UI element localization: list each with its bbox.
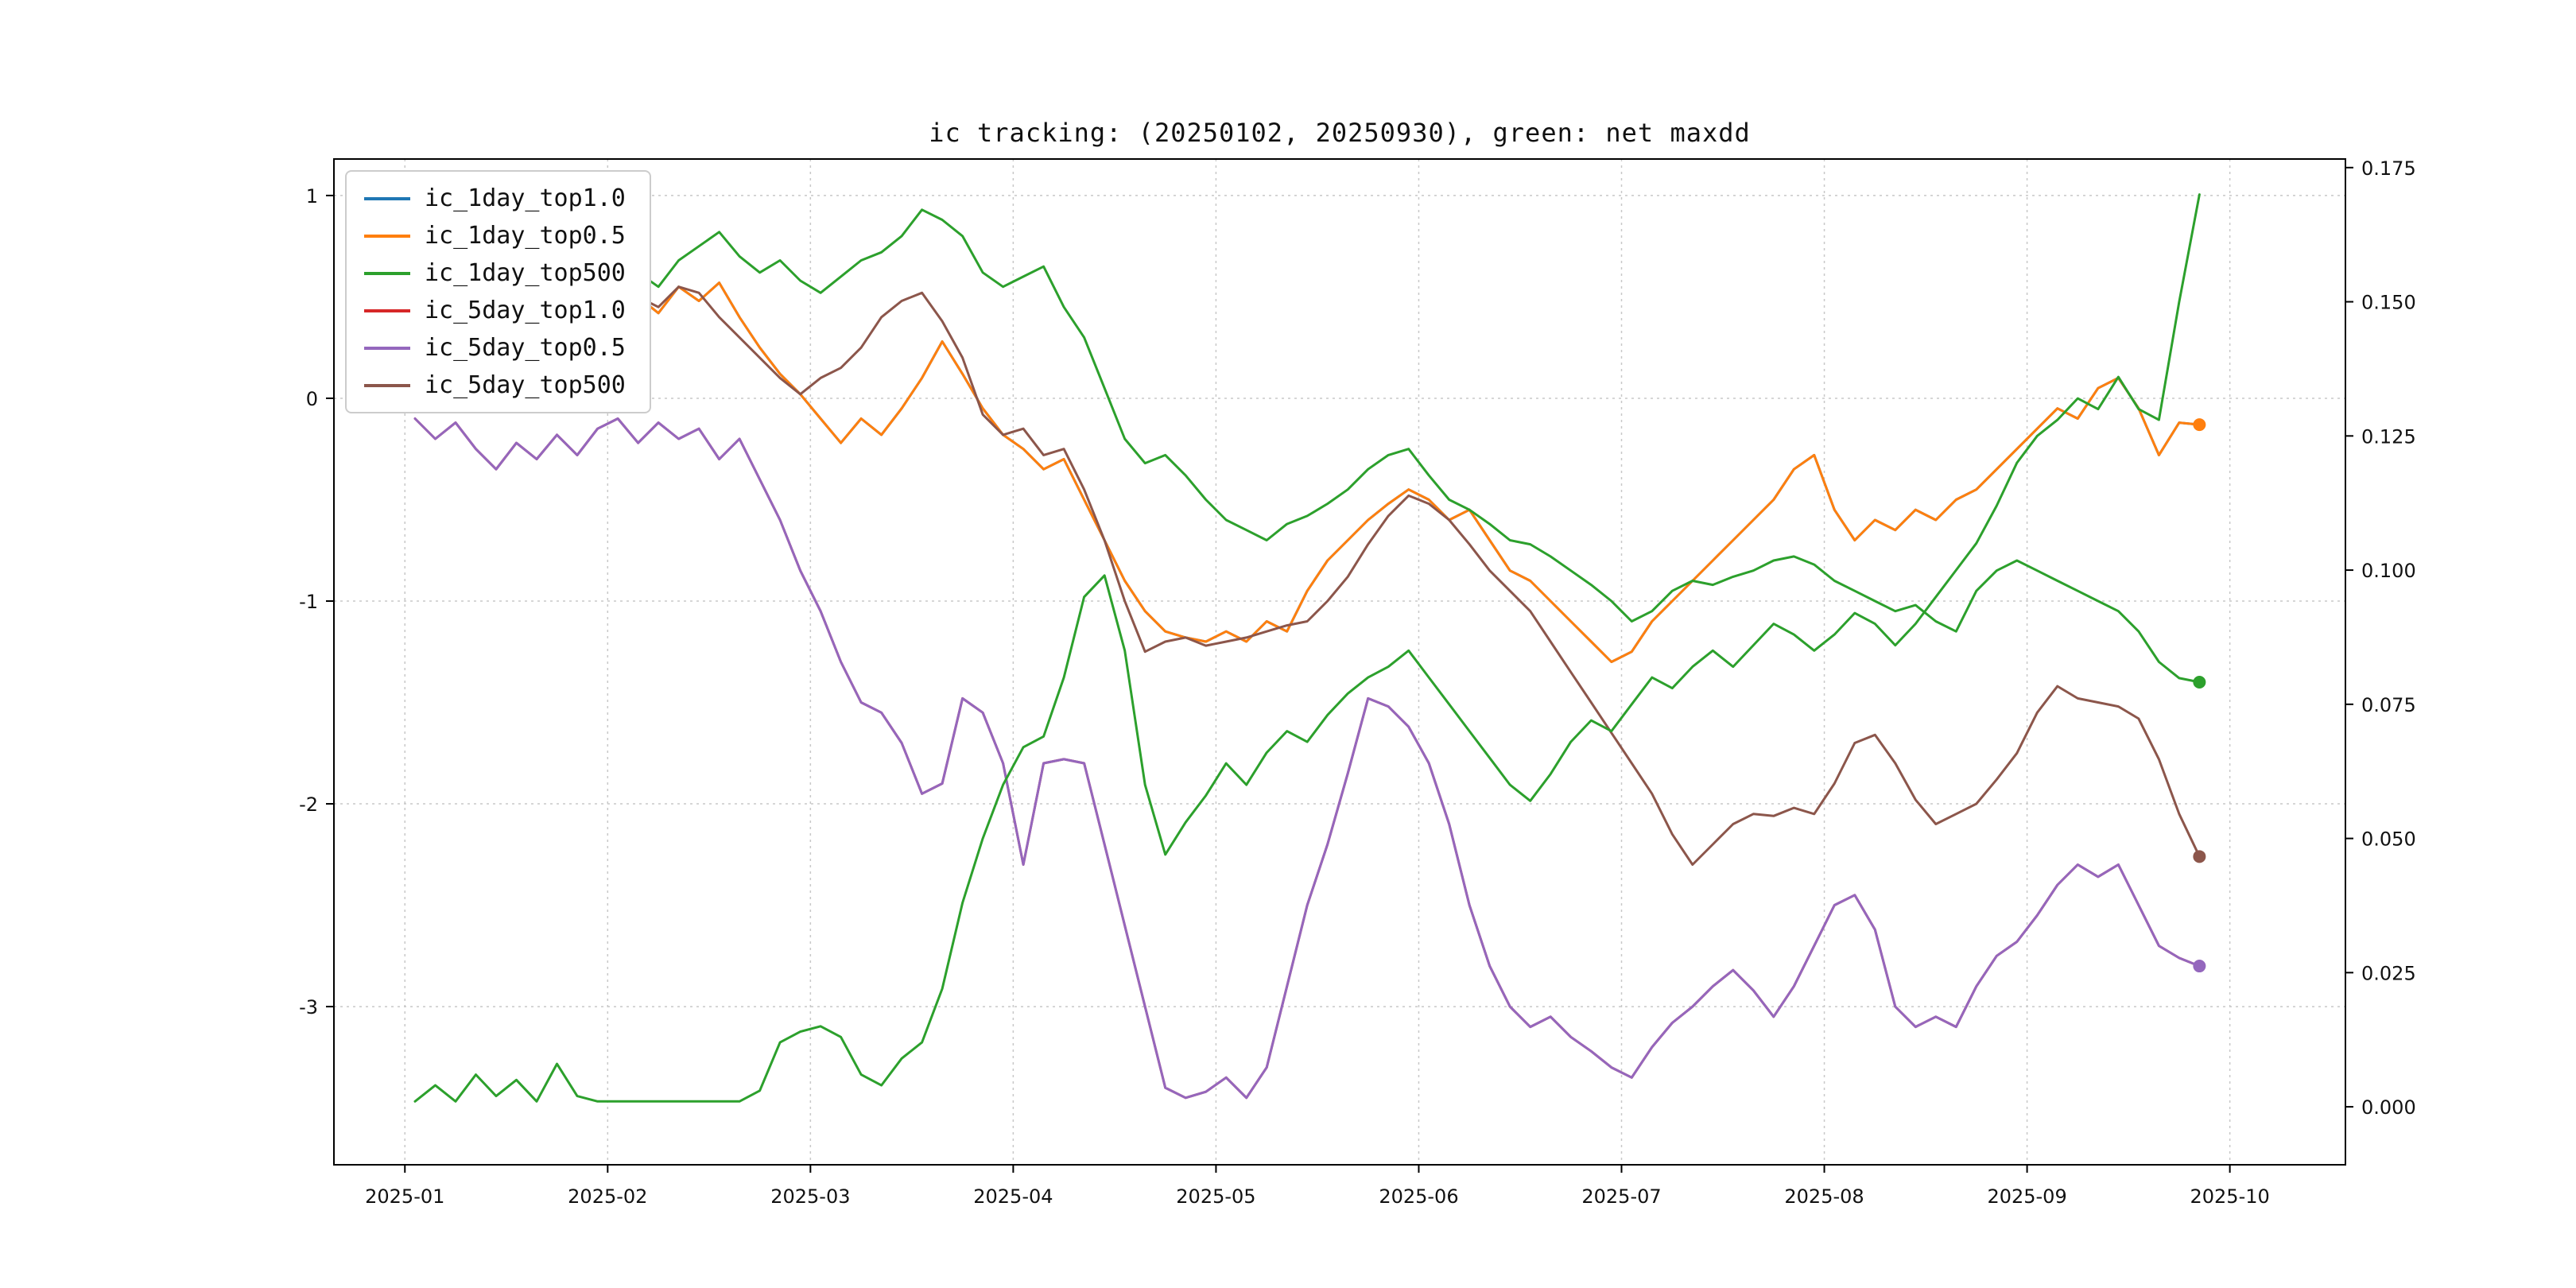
series-line-ic_5day_top0.5	[413, 417, 2201, 1100]
legend-label: ic_1day_top500	[425, 259, 626, 287]
x-tick-label: 2025-08	[1784, 1185, 1864, 1208]
series-line-net_maxdd	[413, 193, 2201, 1103]
right-tick-label: 0.125	[2361, 425, 2416, 448]
series-line-ic_1day_top0.5	[413, 281, 2201, 663]
legend-label: ic_1day_top1.0	[425, 184, 626, 212]
legend-label: ic_5day_top1.0	[425, 297, 626, 324]
legend-item-ic_5day_top500: ic_5day_top500	[364, 371, 626, 399]
right-tick-label: 0.150	[2361, 292, 2416, 314]
x-tick-label: 2025-03	[770, 1185, 850, 1208]
left-tick-label: -1	[299, 591, 318, 613]
legend-item-ic_1day_top0.5: ic_1day_top0.5	[364, 222, 626, 250]
right-tick-label: 0.175	[2361, 157, 2416, 180]
left-tick-label: 1	[306, 185, 318, 208]
legend-label: ic_1day_top0.5	[425, 222, 626, 250]
right-tick-label: 0.100	[2361, 560, 2416, 582]
right-tick-label: 0.075	[2361, 694, 2416, 716]
left-tick-label: -3	[299, 996, 318, 1018]
legend-swatch-ic_1day_top1.0	[364, 196, 410, 200]
right-tick-label: 0.025	[2361, 962, 2416, 984]
legend: ic_1day_top1.0 ic_1day_top0.5 ic_1day_top5…	[345, 170, 651, 413]
legend-swatch-ic_1day_top500	[364, 271, 410, 275]
right-tick-label: 0.050	[2361, 828, 2416, 851]
x-tick-label: 2025-09	[1987, 1185, 2066, 1208]
series-line-ic_5day_top1.0	[413, 417, 2201, 1100]
legend-label: ic_5day_top500	[425, 371, 626, 399]
x-tick-label: 2025-04	[973, 1185, 1053, 1208]
legend-item-ic_5day_top0.5: ic_5day_top0.5	[364, 334, 626, 362]
x-tick-label: 2025-02	[568, 1185, 647, 1208]
x-tick-label: 2025-10	[2190, 1185, 2269, 1208]
series-end-dot-ic_1day_top500	[2193, 676, 2206, 689]
legend-swatch-ic_1day_top0.5	[364, 234, 410, 238]
legend-swatch-ic_5day_top0.5	[364, 346, 410, 350]
series-end-dot-ic_1day_top0.5	[2193, 418, 2206, 432]
x-tick-label: 2025-01	[365, 1185, 444, 1208]
x-tick-label: 2025-07	[1581, 1185, 1661, 1208]
right-tick-label: 0.000	[2361, 1096, 2416, 1119]
series-end-dot-ic_5day_top500	[2193, 850, 2206, 863]
legend-item-ic_5day_top1.0: ic_5day_top1.0	[364, 297, 626, 324]
series-line-ic_1day_top1.0	[413, 281, 2201, 663]
legend-item-ic_1day_top500: ic_1day_top500	[364, 259, 626, 287]
chart-title: ic tracking: (20250102, 20250930), green…	[929, 118, 1751, 148]
axes-spine	[333, 158, 2346, 1166]
left-tick-label: -2	[299, 793, 318, 816]
series-line-ic_1day_top500	[413, 208, 2201, 684]
legend-swatch-ic_5day_top500	[364, 383, 410, 387]
legend-item-ic_1day_top1.0: ic_1day_top1.0	[364, 184, 626, 212]
left-tick-label: 0	[306, 388, 318, 410]
x-tick-label: 2025-05	[1176, 1185, 1255, 1208]
x-tick-label: 2025-06	[1379, 1185, 1458, 1208]
legend-label: ic_5day_top0.5	[425, 334, 626, 362]
series-end-dot-ic_5day_top0.5	[2193, 960, 2206, 973]
series-line-ic_5day_top500	[413, 285, 2201, 866]
legend-swatch-ic_5day_top1.0	[364, 308, 410, 312]
